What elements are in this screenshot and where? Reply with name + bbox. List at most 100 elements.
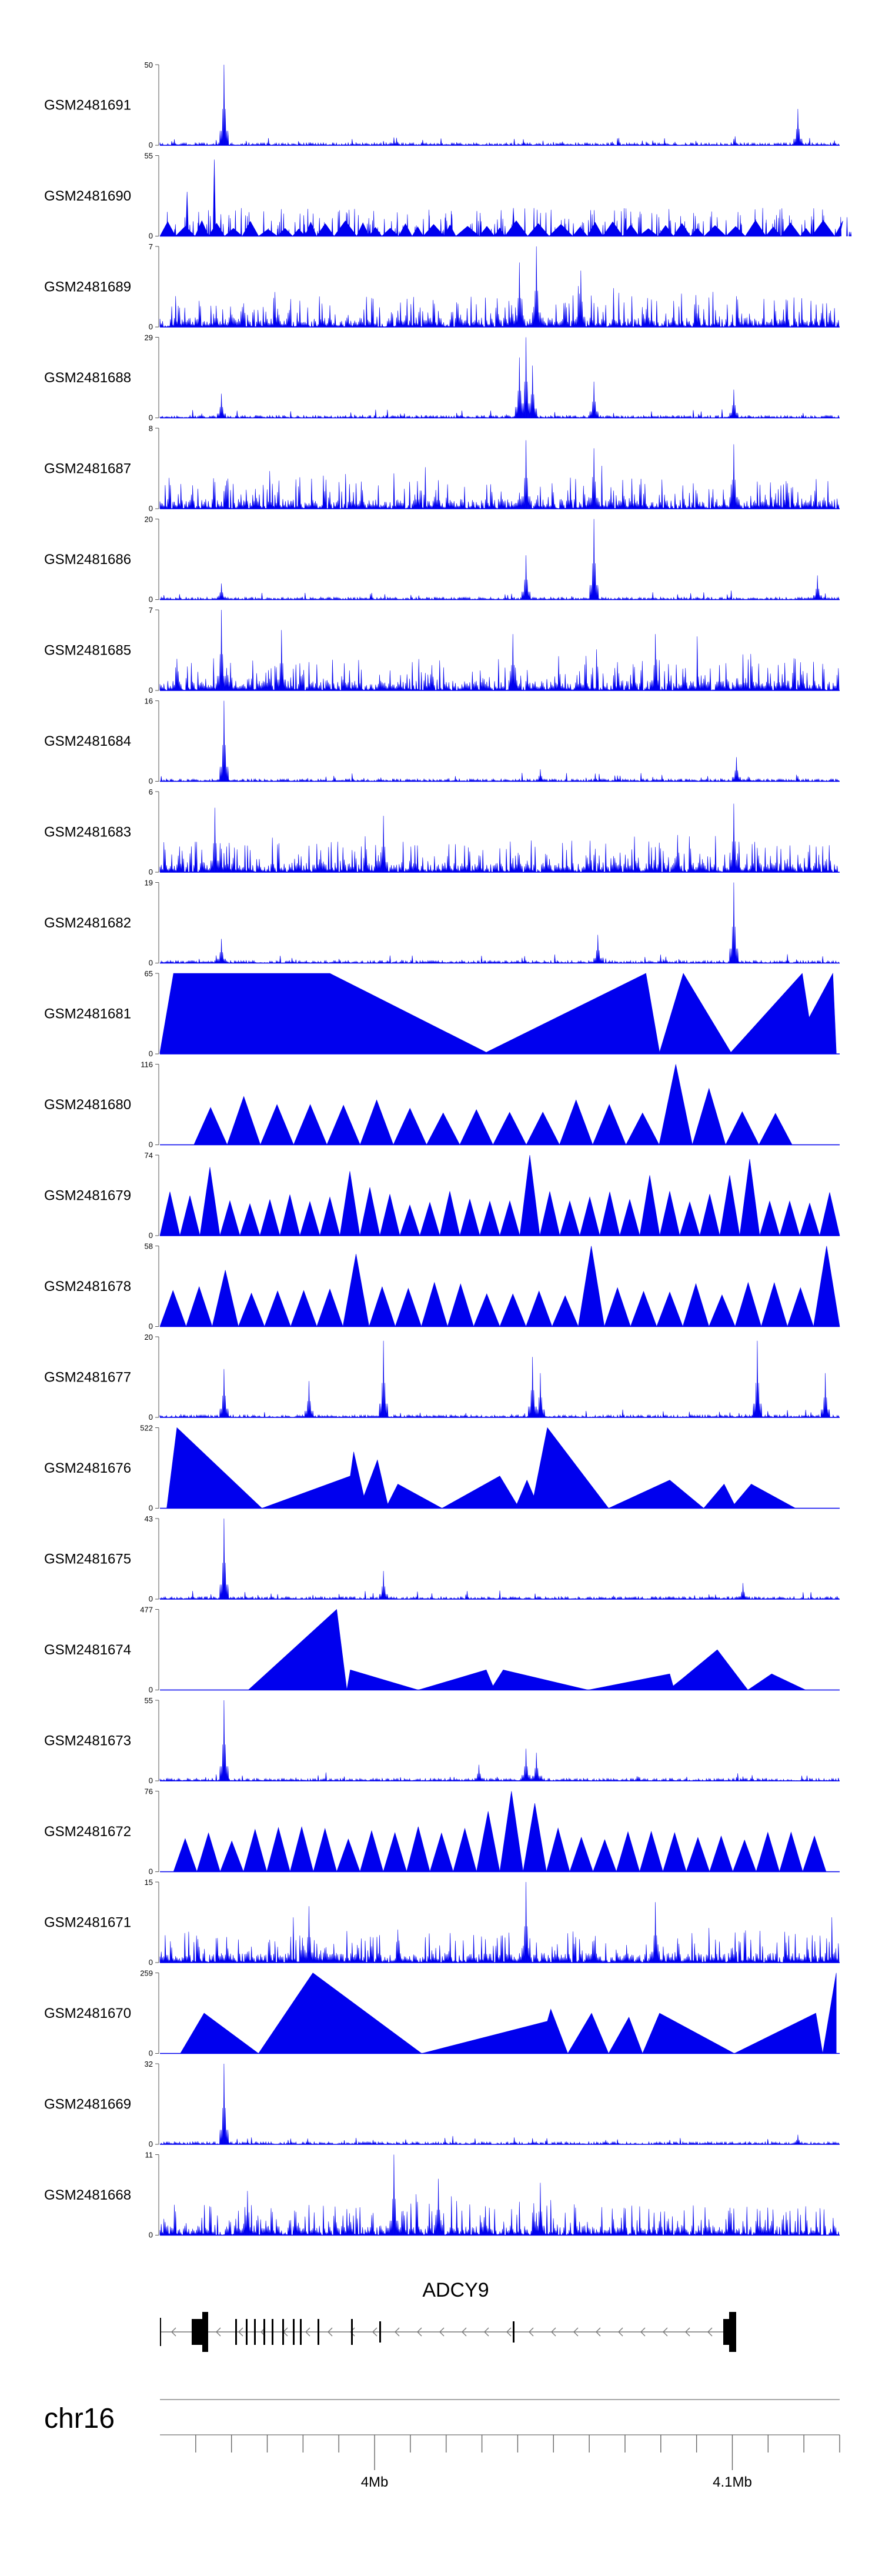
track-label: GSM2481674 [44, 1642, 131, 1658]
strand-arrow [328, 2327, 333, 2337]
track-label: GSM2481676 [44, 1460, 131, 1476]
track-label: GSM2481691 [44, 98, 131, 114]
y-min-label: 0 [149, 141, 153, 149]
exon [318, 2319, 319, 2345]
y-min-label: 0 [149, 1958, 153, 1967]
y-min-label: 0 [149, 2231, 153, 2240]
y-max-label: 16 [145, 697, 153, 706]
y-min-label: 0 [149, 413, 153, 422]
track-label: GSM2481671 [44, 1915, 131, 1931]
y-max-label: 259 [140, 1969, 153, 1978]
track-label: GSM2481685 [44, 643, 131, 659]
x-tick-label: 4Mb [361, 2474, 389, 2490]
track-label: GSM2481690 [44, 188, 131, 204]
track-GSM2481672: GSM2481672 76 0 [44, 1787, 840, 1876]
y-max-label: 6 [149, 788, 153, 796]
track-GSM2481676: GSM2481676 522 0 [44, 1424, 840, 1513]
track-GSM2481680: GSM2481680 116 0 [44, 1060, 840, 1149]
signal-area [159, 1700, 840, 1782]
y-min-label: 0 [149, 1504, 153, 1513]
track-label: GSM2481681 [44, 1006, 131, 1022]
track-GSM2481674: GSM2481674 477 0 [44, 1606, 840, 1694]
signal-area [159, 1881, 840, 1964]
y-max-label: 65 [145, 969, 153, 978]
y-min-label: 0 [149, 504, 153, 513]
track-GSM2481684: GSM2481684 16 0 [44, 697, 840, 786]
strand-arrow [216, 2327, 221, 2337]
track-GSM2481678: GSM2481678 58 0 [44, 1242, 840, 1331]
strand-arrow [551, 2327, 556, 2337]
strand-arrow [372, 2327, 377, 2337]
y-min-label: 0 [149, 1322, 153, 1331]
exon [282, 2319, 284, 2345]
signal-area [159, 972, 837, 1055]
y-max-label: 116 [141, 1060, 153, 1069]
exon [246, 2319, 248, 2345]
y-min-label: 0 [149, 1231, 153, 1240]
y-min-label: 0 [149, 777, 153, 786]
track-GSM2481681: GSM2481681 65 0 [44, 969, 840, 1058]
track-label: GSM2481686 [44, 552, 131, 568]
y-max-label: 8 [149, 424, 153, 433]
track-GSM2481686: GSM2481686 20 0 [44, 515, 840, 604]
track-GSM2481670: GSM2481670 259 0 [44, 1969, 840, 2058]
track-label: GSM2481683 [44, 825, 131, 840]
track-GSM2481687: GSM2481687 8 0 [44, 424, 840, 513]
track-label: GSM2481677 [44, 1370, 131, 1386]
strand-arrow [484, 2327, 489, 2337]
track-GSM2481691: GSM2481691 50 0 [44, 61, 840, 149]
signal-area [159, 1518, 840, 1600]
y-max-label: 477 [140, 1606, 153, 1614]
y-min-label: 0 [149, 686, 153, 695]
exon [300, 2319, 302, 2345]
track-label: GSM2481688 [44, 370, 131, 386]
signal-area [159, 1154, 840, 1236]
y-min-label: 0 [149, 1594, 153, 1603]
signal-area [193, 1064, 793, 1145]
exon [192, 2319, 203, 2345]
y-min-label: 0 [149, 1140, 153, 1149]
y-max-label: 29 [145, 333, 153, 342]
track-GSM2481683: GSM2481683 6 0 [44, 788, 840, 876]
track-label: GSM2481678 [44, 1279, 131, 1294]
exon [254, 2319, 256, 2345]
track-label: GSM2481682 [44, 915, 131, 931]
y-max-label: 50 [145, 61, 153, 69]
y-max-label: 43 [145, 1514, 153, 1523]
y-min-label: 0 [149, 2140, 153, 2148]
y-max-label: 58 [145, 1242, 153, 1251]
signal-area [159, 440, 840, 510]
y-min-label: 0 [149, 1049, 153, 1058]
chromosome-label: chr16 [44, 2403, 115, 2434]
signal-tracks: GSM2481691500GSM2481690550GSM248168970GS… [44, 61, 852, 2240]
y-max-label: 15 [145, 1878, 153, 1887]
exon [202, 2312, 208, 2352]
y-min-label: 0 [149, 1776, 153, 1785]
chromosome-axis: chr16 4Mb 4.1Mb [44, 2399, 840, 2490]
track-label: GSM2481680 [44, 1097, 131, 1113]
y-max-label: 11 [145, 2151, 153, 2160]
y-min-label: 0 [149, 2049, 153, 2058]
track-GSM2481688: GSM2481688 29 0 [44, 333, 840, 422]
strand-arrow [685, 2327, 690, 2337]
track-label: GSM2481689 [44, 279, 131, 295]
track-GSM2481685: GSM2481685 7 0 [44, 606, 840, 695]
signal-area [173, 1791, 827, 1872]
signal-area [159, 700, 840, 782]
strand-arrow [305, 2327, 310, 2337]
y-min-label: 0 [149, 232, 153, 241]
y-max-label: 55 [145, 1696, 153, 1705]
signal-area [159, 159, 852, 236]
y-max-label: 7 [149, 606, 153, 615]
gene-model [160, 2312, 736, 2352]
track-label: GSM2481668 [44, 2187, 131, 2203]
strand-arrow [573, 2327, 579, 2337]
strand-arrow [529, 2327, 534, 2337]
track-label: GSM2481679 [44, 1188, 131, 1204]
strand-arrow [417, 2327, 422, 2337]
genome-coordinate-axis: 4Mb 4.1Mb [160, 2399, 840, 2490]
exon [272, 2319, 273, 2345]
exon [513, 2321, 514, 2343]
track-label: GSM2481684 [44, 733, 131, 749]
y-min-label: 0 [149, 867, 153, 876]
